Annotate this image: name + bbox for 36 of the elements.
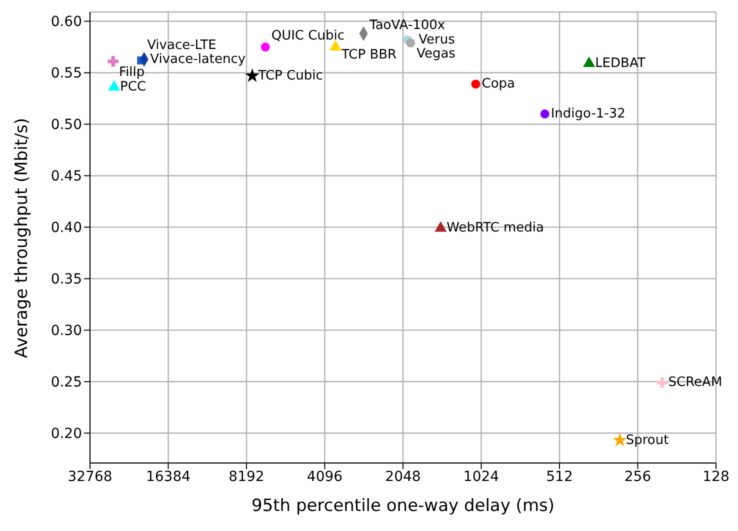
series-label: Fillp [119, 64, 145, 80]
x-tick-label: 128 [702, 468, 730, 485]
series-label: PCC [120, 80, 146, 95]
y-tick-label: 0.25 [50, 374, 82, 391]
y-tick-label: 0.55 [50, 66, 82, 82]
series-label: LEDBAT [595, 56, 646, 71]
x-tick-label: 256 [624, 468, 652, 485]
x-tick-label: 2048 [385, 468, 421, 485]
x-tick-label: 16384 [146, 468, 191, 485]
x-tick-label: 512 [546, 468, 573, 485]
series-label: Vivace-LTE [147, 38, 216, 53]
x-axis-title: 95th percentile one-way delay (ms) [252, 496, 554, 516]
y-tick-label: 0.30 [50, 323, 82, 340]
y-tick-label: 0.20 [50, 426, 82, 442]
x-tick-label: 32768 [68, 468, 112, 485]
y-axis-title: Average throughput (Mbit/s) [11, 116, 33, 360]
y-tick-label: 0.60 [50, 14, 82, 30]
series-label: Verus [418, 32, 456, 48]
series-label: Copa [482, 76, 516, 92]
series-label: Vivace-latency [150, 52, 246, 67]
series-label: SCReAM [668, 375, 722, 390]
series-label: TCP BBR [340, 48, 397, 63]
x-tick-label: 4096 [306, 468, 343, 485]
series-label: WebRTC media [446, 220, 544, 236]
series-label: Vegas [416, 46, 456, 62]
y-tick-label: 0.40 [50, 220, 82, 236]
y-tick-label: 0.50 [50, 117, 82, 134]
series-label: QUIC Cubic [271, 28, 344, 44]
y-tick-label: 0.35 [50, 272, 82, 288]
x-tick-label: 1024 [463, 468, 500, 485]
x-tick-label: 8192 [228, 468, 264, 485]
series-label: TaoVA-100x [368, 18, 446, 34]
series-label: TCP Cubic [257, 68, 323, 84]
series-label: Sprout [626, 432, 669, 448]
series-label: Indigo-1-32 [550, 106, 626, 122]
y-tick-label: 0.45 [50, 168, 82, 185]
